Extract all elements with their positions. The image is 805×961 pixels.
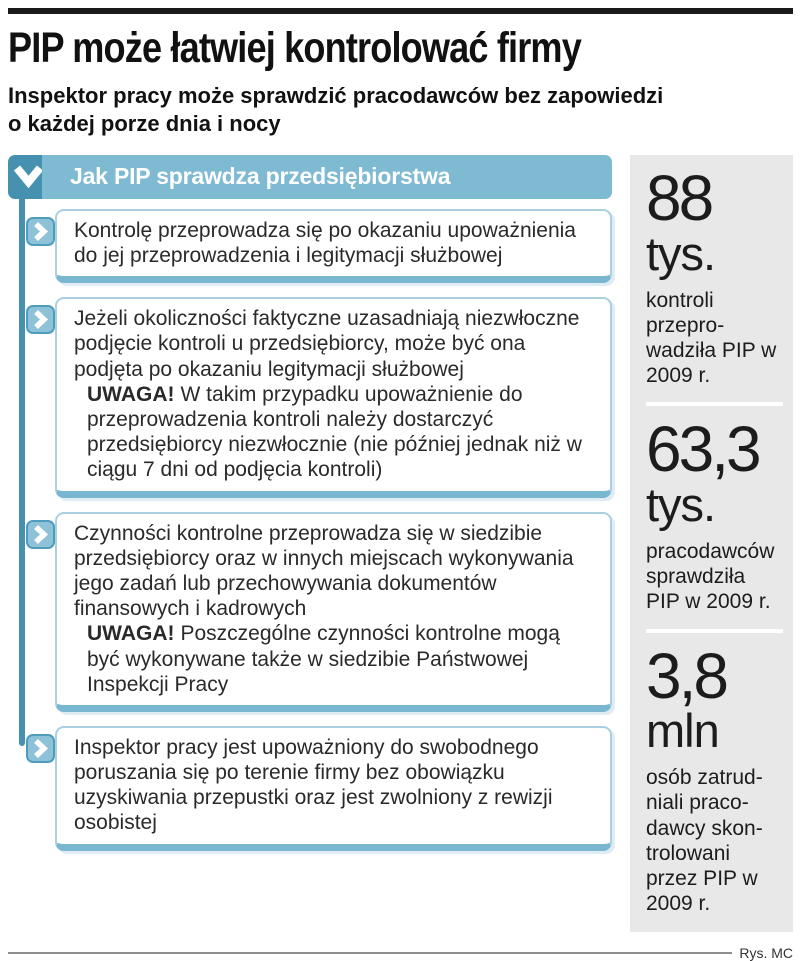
- flow-step-note: UWAGA! W takim przypadku upoważnienie do …: [87, 382, 596, 483]
- footer-rule: [8, 952, 733, 955]
- stat-unit: mln: [646, 704, 720, 758]
- connector-line: [19, 196, 25, 746]
- stat-value: 63,3: [646, 413, 762, 486]
- chevron-right-icon: [26, 305, 55, 335]
- credit-label: Rys. MC: [739, 945, 793, 961]
- page-subtitle: Inspektor pracy może sprawdzić pracodawc…: [8, 83, 664, 136]
- flow-step-text: Inspektor pracy jest upoważniony do swob…: [74, 735, 553, 835]
- stat-description: kontroli przepro­wadziła PIP w 2009 r.: [646, 288, 777, 388]
- top-rule: [8, 8, 793, 14]
- stat-value: 3,8: [646, 639, 729, 712]
- chevron-right-icon: [26, 216, 55, 246]
- page-title: PIP może łatwiej kontrolować firmy: [8, 24, 582, 72]
- flowchart: Jak PIP sprawdza przedsiębiorstwa Kontro…: [8, 154, 612, 932]
- flow-step-4: Inspektor pracy jest upoważniony do swob…: [26, 725, 612, 851]
- content-area: Jak PIP sprawdza przedsiębiorstwa Kontro…: [8, 154, 793, 933]
- chevron-right-icon: [26, 733, 55, 763]
- stat-employers: 63,3 tys. pracodawców sprawdziła PIP w 2…: [646, 402, 783, 614]
- note-text: Poszczególne czynności kontrolne mogą by…: [87, 622, 560, 696]
- flow-step-3: Czynności kontrolne przeprowadza się w s…: [26, 511, 612, 712]
- flowchart-body: Kontrolę przeprowadza się po okazaniu up…: [8, 196, 612, 851]
- infographic-page: PIP może łatwiej kontrolować firmy Inspe…: [8, 8, 793, 961]
- stat-value: 88: [646, 161, 714, 234]
- chevron-right-icon: [26, 519, 55, 549]
- note-text: W takim przypadku upoważnienie do przepr…: [87, 382, 582, 482]
- stat-controls: 88 tys. kontroli przepro­wadziła PIP w 2…: [646, 161, 783, 388]
- stat-employees: 3,8 mln osób zatrud­niali praco­dawcy sk…: [646, 628, 783, 917]
- flow-step-1: Kontrolę przeprowadza się po okazaniu up…: [26, 208, 612, 284]
- stats-sidebar: 88 tys. kontroli przepro­wadziła PIP w 2…: [630, 154, 793, 933]
- note-label: UWAGA!: [87, 622, 175, 646]
- footer: Rys. MC: [8, 945, 793, 961]
- flowchart-header: Jak PIP sprawdza przedsiębiorstwa: [8, 154, 612, 199]
- stat-description: osób zatrud­niali praco­dawcy skon­trolo…: [646, 766, 763, 916]
- note-label: UWAGA!: [87, 382, 175, 406]
- flow-step-text: Kontrolę przeprowadza się po okazaniu up…: [74, 218, 576, 268]
- flow-step-text: Jeżeli okoliczności faktyczne uzasadniaj…: [74, 307, 580, 381]
- stat-description: pracodawców sprawdziła PIP w 2009 r.: [646, 539, 775, 614]
- flow-step-2: Jeżeli okoliczności faktyczne uzasadniaj…: [26, 297, 612, 498]
- flow-step-note: UWAGA! Poszczególne czynności kontrolne m…: [87, 621, 596, 697]
- stat-unit: tys.: [646, 478, 716, 531]
- stat-unit: tys.: [646, 226, 716, 280]
- flowchart-header-bar: Jak PIP sprawdza przedsiębiorstwa: [42, 154, 612, 199]
- flow-step-text: Czynności kontrolne przeprowadza się w s…: [74, 521, 574, 621]
- flowchart-header-label: Jak PIP sprawdza przedsiębiorstwa: [70, 163, 451, 190]
